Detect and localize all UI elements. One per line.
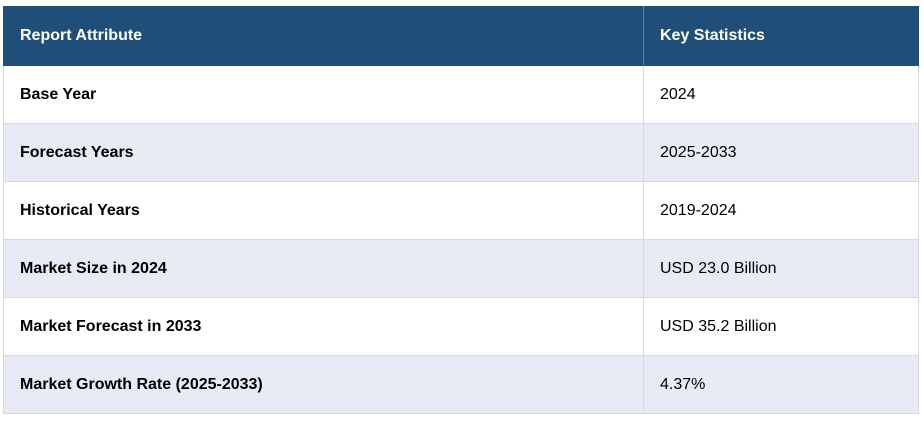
row-value: 2025-2033 <box>643 123 919 182</box>
row-value: 2024 <box>643 65 919 124</box>
report-statistics-table: Report Attribute Key Statistics Base Yea… <box>3 6 919 414</box>
row-attribute: Base Year <box>3 65 644 124</box>
report-table-container: Report Attribute Key Statistics Base Yea… <box>3 6 919 414</box>
table-row: Market Forecast in 2033 USD 35.2 Billion <box>3 297 919 356</box>
row-attribute: Market Size in 2024 <box>3 239 644 298</box>
table-row: Forecast Years 2025-2033 <box>3 123 919 182</box>
table-row: Historical Years 2019-2024 <box>3 181 919 240</box>
row-attribute: Market Growth Rate (2025-2033) <box>3 355 644 414</box>
row-value: 2019-2024 <box>643 181 919 240</box>
row-value: USD 23.0 Billion <box>643 239 919 298</box>
row-attribute: Market Forecast in 2033 <box>3 297 644 356</box>
row-attribute: Historical Years <box>3 181 644 240</box>
table-row: Market Size in 2024 USD 23.0 Billion <box>3 239 919 298</box>
header-report-attribute: Report Attribute <box>3 6 644 66</box>
row-value: 4.37% <box>643 355 919 414</box>
table-row: Base Year 2024 <box>3 65 919 124</box>
header-key-statistics: Key Statistics <box>643 6 919 66</box>
row-value: USD 35.2 Billion <box>643 297 919 356</box>
row-attribute: Forecast Years <box>3 123 644 182</box>
table-header-row: Report Attribute Key Statistics <box>3 6 919 66</box>
table-row: Market Growth Rate (2025-2033) 4.37% <box>3 355 919 414</box>
